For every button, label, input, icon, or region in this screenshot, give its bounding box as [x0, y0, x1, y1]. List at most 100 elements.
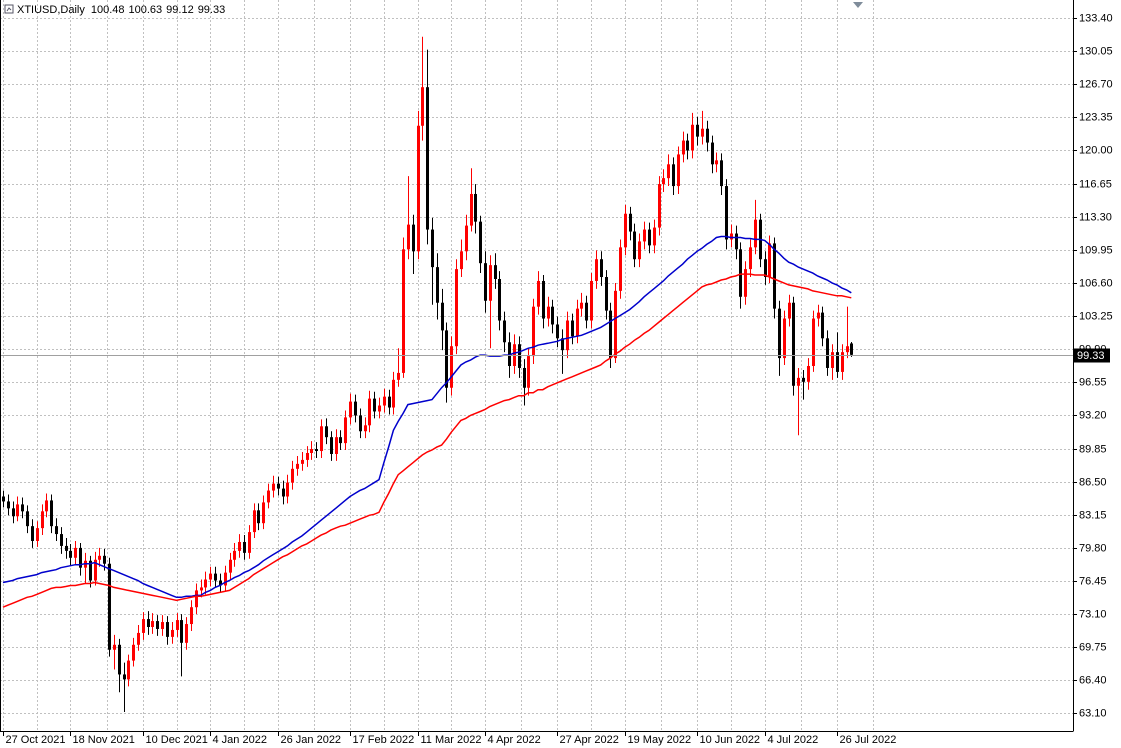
grid	[0, 0, 1073, 731]
candle-body	[600, 259, 603, 278]
candle-body	[69, 550, 72, 558]
candle-body	[523, 367, 526, 388]
candle-body	[296, 463, 299, 469]
candle-body	[315, 449, 318, 452]
candle-body	[142, 619, 145, 633]
candle-body	[503, 320, 506, 343]
candle-body	[176, 620, 179, 630]
last-price-label: 99.33	[1077, 350, 1105, 362]
candle-body	[402, 249, 405, 373]
candle-body	[137, 632, 140, 645]
candle-body	[585, 302, 588, 321]
candle-body	[388, 396, 391, 408]
candle-body	[605, 277, 608, 311]
candle-body	[243, 541, 246, 553]
candle-body	[103, 555, 106, 564]
y-tick-label: 96.55	[1079, 376, 1107, 388]
candle-body	[421, 87, 424, 126]
candle-body	[171, 629, 174, 637]
x-tick-label: 27 Oct 2021	[6, 734, 66, 746]
candle-body	[850, 343, 853, 355]
candle-body	[831, 352, 834, 368]
candle-body	[542, 280, 545, 319]
candle-body	[407, 224, 410, 250]
candle-body	[595, 259, 598, 281]
x-tick-label: 4 Apr 2022	[488, 734, 541, 746]
candle-body	[50, 500, 53, 527]
candle-body	[161, 622, 164, 629]
candle-body	[320, 426, 323, 452]
candle-body	[638, 241, 641, 260]
x-tick-label: 11 Mar 2022	[421, 734, 482, 746]
candle-body	[36, 528, 39, 541]
candle-body	[190, 607, 193, 625]
candle-body	[204, 579, 207, 588]
candle-body	[325, 426, 328, 438]
candle-body	[233, 550, 236, 560]
candle-body	[364, 425, 367, 432]
candle-body	[195, 590, 198, 608]
candle-body	[532, 306, 535, 357]
candle-body	[132, 644, 135, 661]
header-high: 100.63	[129, 4, 163, 16]
candle-body	[807, 365, 810, 382]
plot	[0, 36, 1073, 713]
candle-body	[821, 312, 824, 339]
candle-body	[330, 437, 333, 454]
x-tick-label: 19 May 2022	[628, 734, 692, 746]
candle-body	[754, 219, 757, 248]
candle-body	[701, 128, 704, 137]
candle-body	[156, 621, 159, 629]
candle-body	[2, 496, 5, 502]
header-text: XTIUSD,Daily 100.48 100.63 99.12 99.33	[17, 4, 225, 16]
y-tick-label: 83.15	[1079, 509, 1107, 521]
candle-body	[686, 140, 689, 151]
candle-body	[151, 621, 154, 627]
candle-body	[537, 280, 540, 307]
y-tick-label: 116.65	[1079, 178, 1112, 190]
candle-body	[725, 186, 728, 240]
candle-body	[224, 572, 227, 586]
candle-body	[166, 622, 169, 637]
candle-body	[836, 352, 839, 372]
last-price-box	[1074, 348, 1110, 363]
candle-body	[744, 269, 747, 297]
x-tick-label: 4 Jul 2022	[768, 734, 819, 746]
candle-body	[253, 510, 256, 533]
y-tick-label: 73.10	[1079, 608, 1107, 620]
candle-body	[344, 417, 347, 444]
candle-body	[715, 160, 718, 165]
y-tick-label: 63.10	[1079, 707, 1107, 719]
candle-body	[108, 563, 111, 650]
candle-body	[445, 330, 448, 388]
candle-body	[219, 580, 222, 586]
candle-body	[248, 532, 251, 553]
candle-body	[94, 559, 97, 581]
candle-body	[113, 644, 116, 650]
candle-body	[672, 164, 675, 187]
candle-body	[696, 124, 699, 137]
candle-body	[826, 338, 829, 368]
y-tick-label: 130.05	[1079, 45, 1113, 57]
y-tick-label: 133.40	[1079, 12, 1113, 24]
y-tick-label: 86.50	[1079, 476, 1107, 488]
candle-body	[590, 280, 593, 321]
candle-body	[470, 193, 473, 226]
candle-body	[74, 547, 77, 558]
x-tick-label: 26 Jan 2022	[281, 734, 342, 746]
candle-body	[200, 587, 203, 591]
candle-body	[383, 396, 386, 406]
candle-body	[89, 560, 92, 581]
candle-body	[79, 547, 82, 568]
candle-body	[209, 573, 212, 580]
candle-body	[768, 243, 771, 278]
candle-body	[417, 125, 420, 252]
candle-body	[306, 452, 309, 460]
candle-body	[26, 511, 29, 527]
candle-body	[817, 312, 820, 319]
candle-body	[98, 555, 101, 560]
y-tick-label: 66.40	[1079, 674, 1107, 686]
candle-body	[373, 398, 376, 412]
candle-body	[16, 504, 19, 517]
candle-body	[147, 619, 150, 627]
